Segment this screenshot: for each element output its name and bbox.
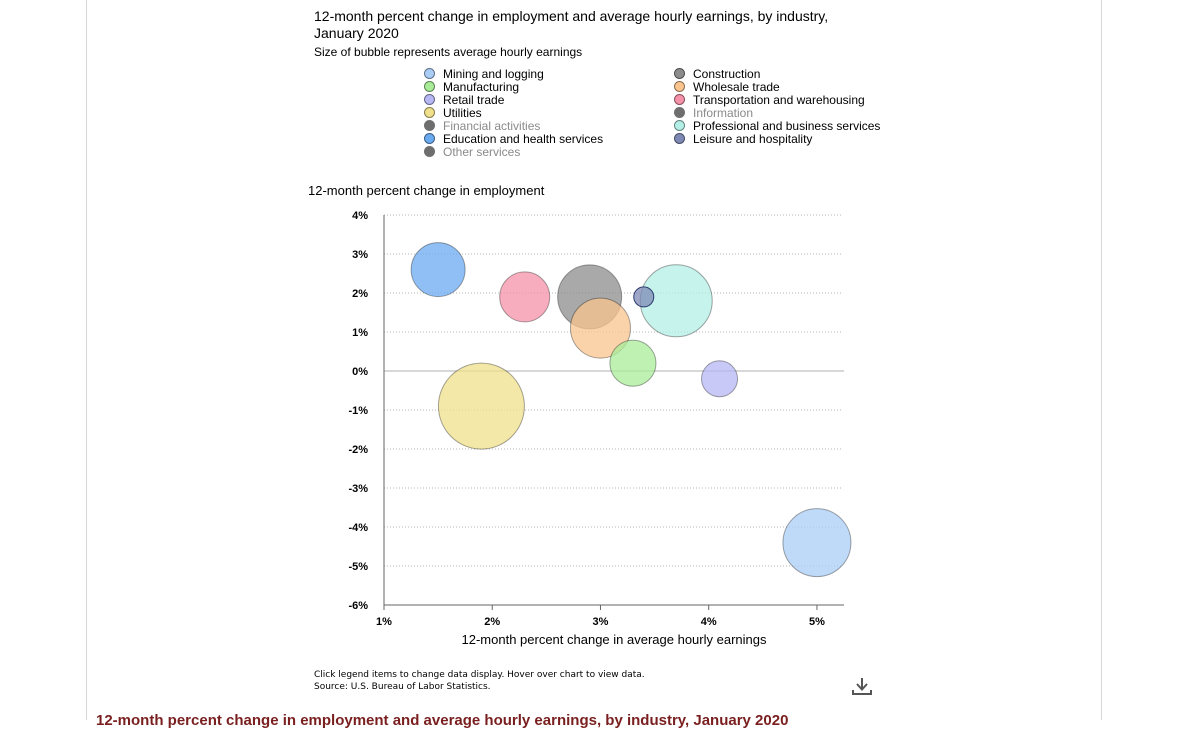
- legend-swatch: [674, 120, 685, 131]
- legend-item[interactable]: Information: [674, 106, 754, 120]
- legend-item[interactable]: Education and health services: [424, 132, 604, 146]
- y-tick-label: 1%: [352, 327, 368, 339]
- y-tick-label: 3%: [352, 249, 368, 261]
- legend-label: Information: [693, 106, 754, 120]
- x-tick-label: 4%: [701, 616, 717, 628]
- data-bubble[interactable]: Transportation and warehousing: [499, 271, 551, 323]
- legend-item[interactable]: Wholesale trade: [674, 80, 780, 94]
- y-tick-label: -4%: [348, 522, 368, 534]
- legend-label: Retail trade: [443, 93, 505, 107]
- legend-swatch: [674, 107, 685, 118]
- legend-swatch: [424, 146, 435, 157]
- legend-label: Transportation and warehousing: [693, 93, 865, 107]
- legend-swatch: [424, 81, 435, 92]
- legend-label: Financial activities: [443, 119, 541, 133]
- legend-item[interactable]: Leisure and hospitality: [674, 132, 813, 146]
- right-frame-border: [1101, 0, 1102, 720]
- y-axis-title: 12-month percent change in employment: [308, 183, 545, 198]
- chart-subtitle: Size of bubble represents average hourly…: [314, 45, 583, 59]
- legend-label: Utilities: [443, 106, 482, 120]
- legend-swatch: [424, 133, 435, 144]
- legend-item[interactable]: Manufacturing: [424, 80, 520, 94]
- y-tick-label: 2%: [352, 288, 368, 300]
- y-tick-label: -3%: [348, 483, 368, 495]
- legend-item[interactable]: Mining and logging: [424, 67, 544, 81]
- legend-label: Leisure and hospitality: [693, 132, 813, 146]
- y-tick-label: 4%: [352, 210, 368, 222]
- data-bubble[interactable]: Retail trade: [701, 360, 739, 398]
- x-tick-label: 3%: [593, 616, 609, 628]
- legend-swatch: [674, 133, 685, 144]
- x-tick-label: 1%: [376, 616, 392, 628]
- legend-item[interactable]: Other services: [424, 145, 521, 159]
- legend-label: Wholesale trade: [693, 80, 780, 94]
- legend-label: Other services: [443, 145, 521, 159]
- x-tick-label: 5%: [809, 616, 825, 628]
- data-bubble[interactable]: Manufacturing: [609, 339, 657, 387]
- legend-item[interactable]: Retail trade: [424, 93, 505, 107]
- chart-notes: Click legend items to change data displa…: [314, 669, 645, 693]
- chart-title: 12-month percent change in employment an…: [314, 8, 829, 41]
- legend-label: Mining and logging: [443, 67, 544, 81]
- y-tick-label: -5%: [348, 561, 368, 573]
- legend-label: Education and health services: [443, 132, 604, 146]
- legend-swatch: [674, 94, 685, 105]
- download-icon: [852, 678, 872, 695]
- legend-swatch: [424, 107, 435, 118]
- legend-item[interactable]: Utilities: [424, 106, 482, 120]
- y-tick-label: -6%: [348, 600, 368, 612]
- data-bubble[interactable]: Wholesale trade: [569, 297, 631, 359]
- y-tick-label: -2%: [348, 444, 368, 456]
- left-frame-border: [86, 0, 87, 720]
- legend-swatch: [674, 81, 685, 92]
- legend-swatch: [674, 68, 685, 79]
- legend-item[interactable]: Transportation and warehousing: [674, 93, 865, 107]
- download-button[interactable]: [850, 675, 874, 699]
- notes-source: Source: U.S. Bureau of Labor Statistics.: [314, 682, 491, 692]
- legend-label: Manufacturing: [443, 80, 520, 94]
- legend-item[interactable]: Construction: [674, 67, 761, 81]
- legend-swatch: [424, 94, 435, 105]
- x-axis-title: 12-month percent change in average hourl…: [461, 632, 767, 647]
- legend-item[interactable]: Professional and business services: [674, 119, 881, 133]
- legend-label: Construction: [693, 67, 761, 81]
- y-tick-label: -1%: [348, 405, 368, 417]
- y-tick-label: 0%: [352, 366, 368, 378]
- data-bubble[interactable]: Utilities: [437, 362, 525, 450]
- section-heading: 12-month percent change in employment an…: [96, 712, 789, 729]
- legend-swatch: [424, 120, 435, 131]
- x-tick-label: 2%: [484, 616, 500, 628]
- data-bubble[interactable]: Mining and logging: [782, 508, 852, 578]
- legend-item[interactable]: Financial activities: [424, 119, 541, 133]
- data-bubble[interactable]: Leisure and hospitality: [633, 286, 655, 308]
- legend-swatch: [424, 68, 435, 79]
- data-bubble[interactable]: Education and health services: [410, 242, 466, 298]
- notes-instructions: Click legend items to change data displa…: [314, 670, 645, 680]
- legend-label: Professional and business services: [693, 119, 881, 133]
